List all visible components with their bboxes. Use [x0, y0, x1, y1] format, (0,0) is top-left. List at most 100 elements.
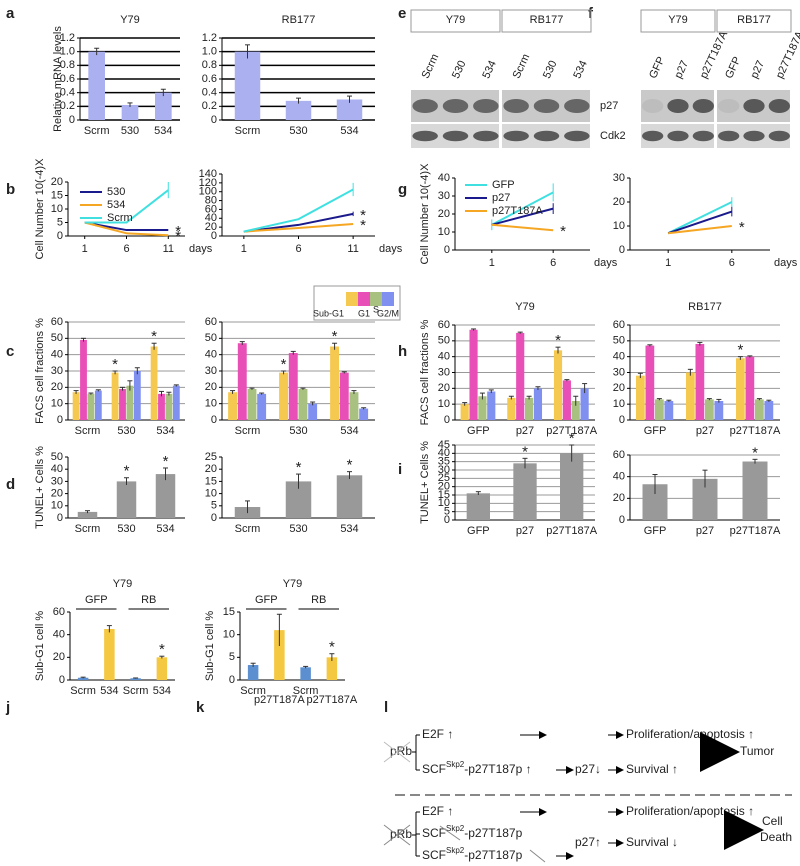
- bar: [336, 475, 363, 518]
- y-axis-label: Relative mRNA levels: [52, 26, 64, 132]
- cross: [529, 849, 546, 863]
- y-tick-label: 20: [438, 481, 450, 493]
- y-tick-label: 40: [53, 629, 65, 641]
- x-tick-label: 534: [154, 125, 172, 137]
- lane-label: p27T187A: [774, 29, 800, 81]
- row-label: p27: [600, 100, 618, 112]
- panel-letter: d: [6, 476, 15, 493]
- bar: [116, 481, 137, 518]
- node: Cell: [762, 814, 783, 828]
- legend-swatch: [346, 292, 358, 306]
- line: [668, 225, 732, 235]
- blot-band: [718, 98, 740, 114]
- cross: [383, 824, 411, 846]
- y-tick-label: 0.8: [202, 59, 217, 71]
- bar: [349, 392, 359, 420]
- row-label: Cdk2: [600, 130, 626, 142]
- chart-title: Y79: [120, 14, 140, 26]
- panel-letter: a: [6, 5, 15, 22]
- blot-band: [642, 130, 664, 142]
- line: [243, 223, 354, 233]
- y-tick-label: 1.2: [202, 32, 217, 44]
- y-tick-label: 1.2: [60, 32, 75, 44]
- x-tick-label: 11: [347, 243, 358, 255]
- bar: [234, 51, 261, 120]
- blot-band: [564, 130, 590, 142]
- bar: [237, 343, 247, 420]
- bar: [228, 392, 238, 420]
- y-tick-label: 0: [619, 414, 625, 426]
- legend-label: Sub-G1: [313, 308, 344, 318]
- node: pRb: [390, 827, 412, 841]
- annotation: *: [281, 356, 287, 373]
- line: [84, 221, 169, 232]
- y-tick-label: 50: [51, 332, 63, 344]
- annotation: *: [360, 207, 366, 224]
- y-tick-label: 20: [438, 382, 450, 394]
- y-tick-label: 35: [438, 456, 450, 468]
- blot-band: [768, 98, 790, 114]
- annotation: *: [522, 443, 528, 460]
- x-tick-label: 6: [729, 257, 735, 269]
- y-tick-label: 10: [613, 398, 625, 410]
- node: E2F ↑: [422, 804, 453, 818]
- y-tick-label: 0: [444, 244, 450, 256]
- node-part: -p27T187p ↑: [464, 762, 531, 776]
- x-tick-label: p27: [516, 425, 534, 437]
- node: p27↓: [575, 762, 601, 776]
- bar: [80, 339, 87, 420]
- y-tick-label: 15: [223, 606, 235, 618]
- bar: [755, 399, 764, 420]
- chart-title: RB177: [688, 301, 722, 313]
- bar: [655, 399, 664, 420]
- x-tick-label: 534: [100, 685, 118, 697]
- y-tick-label: 40: [205, 349, 217, 361]
- y-tick-label: 30: [438, 190, 450, 202]
- y-tick-label: 10: [438, 398, 450, 410]
- lane-label: 530: [541, 59, 560, 81]
- y-tick-label: 0.8: [60, 59, 75, 71]
- bar: [326, 657, 338, 680]
- y-tick-label: 20: [438, 208, 450, 220]
- node: pRb: [390, 744, 412, 758]
- bar: [257, 393, 267, 420]
- bar: [119, 388, 126, 420]
- y-tick-label: 120: [199, 177, 217, 189]
- blot-band: [564, 98, 590, 114]
- y-tick-label: 10: [438, 226, 450, 238]
- bar: [580, 388, 589, 420]
- bar: [121, 104, 139, 120]
- node: Proliferation/apoptosis ↑: [626, 804, 754, 818]
- x-tick-label: Scrm: [75, 523, 101, 535]
- y-tick-label: 40: [205, 212, 217, 224]
- panel-letter: g: [398, 181, 407, 198]
- x-tick-label: GFP: [644, 525, 667, 537]
- panel-letter: c: [6, 343, 14, 360]
- blot-band: [692, 130, 714, 142]
- node: Death: [760, 830, 792, 844]
- y-tick-label: 60: [51, 316, 63, 328]
- bar: [513, 463, 537, 520]
- bar: [714, 401, 724, 420]
- y-tick-label: 30: [613, 172, 625, 184]
- y-tick-label: 45: [438, 439, 450, 451]
- bar: [300, 667, 311, 680]
- bar: [155, 92, 172, 120]
- y-tick-label: 40: [51, 349, 63, 361]
- y-tick-label: 60: [613, 319, 625, 331]
- panel-letter: l: [384, 699, 388, 716]
- legend-label: 530: [107, 186, 125, 198]
- bar: [645, 345, 655, 420]
- y-tick-label: 5: [57, 216, 63, 228]
- bar: [172, 385, 180, 420]
- brace: [412, 811, 420, 857]
- blot-band: [692, 98, 714, 114]
- bar: [165, 393, 173, 420]
- diagram: pRb E2F ↑ Proliferation/apoptosis ↑ SCFS…: [383, 727, 792, 863]
- x-tick-label: 530: [289, 523, 307, 535]
- y-tick-label: 140: [199, 168, 217, 180]
- panel-letter: j: [5, 699, 10, 716]
- y-tick-label: 0: [57, 414, 63, 426]
- x-tick-label: 534: [340, 523, 358, 535]
